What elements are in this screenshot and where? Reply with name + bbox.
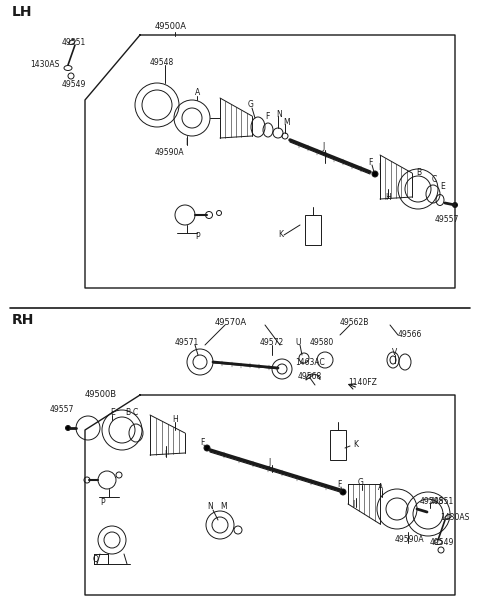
- Text: G: G: [248, 100, 254, 109]
- Text: 49557: 49557: [50, 405, 74, 414]
- Text: 49500B: 49500B: [85, 390, 117, 399]
- Text: K: K: [353, 440, 358, 449]
- Text: H: H: [385, 193, 391, 202]
- Text: A: A: [195, 88, 200, 97]
- Text: 49571: 49571: [175, 338, 199, 347]
- Circle shape: [372, 171, 378, 177]
- Text: 49572: 49572: [260, 338, 284, 347]
- Text: B: B: [125, 408, 130, 417]
- Text: 49566: 49566: [398, 330, 422, 339]
- Text: P: P: [100, 498, 105, 507]
- Text: I: I: [185, 138, 187, 147]
- Circle shape: [340, 489, 346, 495]
- Text: 49549: 49549: [430, 538, 455, 547]
- Text: F: F: [337, 480, 341, 489]
- Text: K: K: [278, 230, 283, 239]
- Text: G: G: [358, 478, 364, 487]
- Text: 49570A: 49570A: [215, 318, 247, 327]
- Text: Q: Q: [93, 555, 99, 564]
- Text: 49580: 49580: [310, 338, 334, 347]
- Text: 49548: 49548: [420, 497, 444, 506]
- Text: 49549: 49549: [62, 80, 86, 89]
- Text: 49590A: 49590A: [395, 535, 425, 544]
- Text: C: C: [133, 408, 138, 417]
- Text: 1140FZ: 1140FZ: [348, 378, 377, 387]
- Text: M: M: [283, 118, 289, 127]
- Text: 49551: 49551: [430, 497, 454, 506]
- Text: J: J: [268, 458, 270, 467]
- Text: M: M: [220, 502, 227, 511]
- Bar: [305, 215, 321, 245]
- Text: P: P: [195, 232, 200, 241]
- Text: F: F: [200, 438, 204, 447]
- Text: I: I: [378, 163, 380, 172]
- Circle shape: [204, 445, 210, 451]
- Text: 49548: 49548: [150, 58, 174, 67]
- Text: 49562B: 49562B: [340, 318, 370, 327]
- Text: F: F: [265, 112, 269, 121]
- Text: 49590A: 49590A: [155, 148, 185, 157]
- Text: B: B: [416, 168, 421, 177]
- Text: 49557: 49557: [435, 215, 459, 224]
- Text: I: I: [164, 450, 166, 459]
- Text: J: J: [322, 142, 324, 151]
- Circle shape: [65, 426, 71, 431]
- Text: 1430AS: 1430AS: [440, 513, 469, 522]
- Text: 1463AC: 1463AC: [295, 358, 325, 367]
- Circle shape: [453, 203, 457, 208]
- Text: C: C: [432, 175, 437, 184]
- Text: N: N: [207, 502, 213, 511]
- Text: N: N: [276, 110, 282, 119]
- Text: 49568: 49568: [298, 372, 322, 381]
- Text: U: U: [295, 338, 300, 347]
- Text: A: A: [378, 483, 383, 492]
- Bar: [94, 554, 108, 564]
- Text: H: H: [172, 415, 178, 424]
- Text: 1430AS: 1430AS: [30, 60, 60, 69]
- Bar: [330, 430, 346, 460]
- Text: 49551: 49551: [62, 38, 86, 47]
- Text: 49500A: 49500A: [155, 22, 187, 31]
- Text: I: I: [352, 500, 354, 509]
- Text: F: F: [368, 158, 372, 167]
- Text: RH: RH: [12, 313, 35, 327]
- Text: LH: LH: [12, 5, 33, 19]
- Text: E: E: [440, 182, 445, 191]
- Text: E: E: [110, 408, 115, 417]
- Text: V: V: [392, 348, 397, 357]
